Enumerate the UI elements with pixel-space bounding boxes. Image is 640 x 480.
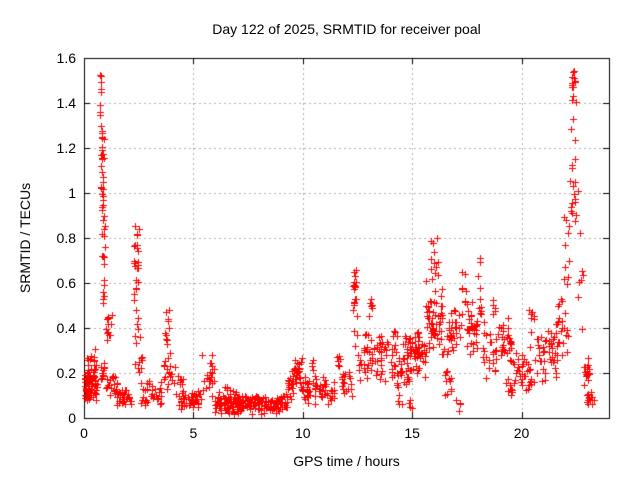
y-tick-label: 0.2 <box>56 365 76 381</box>
chart-title: Day 122 of 2025, SRMTID for receiver poa… <box>212 21 481 37</box>
y-tick-label: 1 <box>68 185 76 201</box>
x-axis-label: GPS time / hours <box>293 453 400 469</box>
y-tick-label: 1.4 <box>56 95 76 111</box>
y-axis-label: SRMTID / TECUs <box>17 182 33 294</box>
x-tick-label: 15 <box>404 425 420 441</box>
y-tick-label: 1.6 <box>56 50 76 66</box>
x-tick-label: 20 <box>513 425 530 441</box>
y-tick-label: 0.4 <box>56 320 76 336</box>
y-tick-label: 1.2 <box>56 140 76 156</box>
y-tick-label: 0 <box>68 410 76 426</box>
y-tick-label: 0.6 <box>56 275 76 291</box>
y-tick-label: 0.8 <box>56 230 76 246</box>
x-tick-label: 5 <box>189 425 198 441</box>
x-tick-label: 0 <box>80 425 88 441</box>
x-tick-label: 10 <box>294 425 311 441</box>
